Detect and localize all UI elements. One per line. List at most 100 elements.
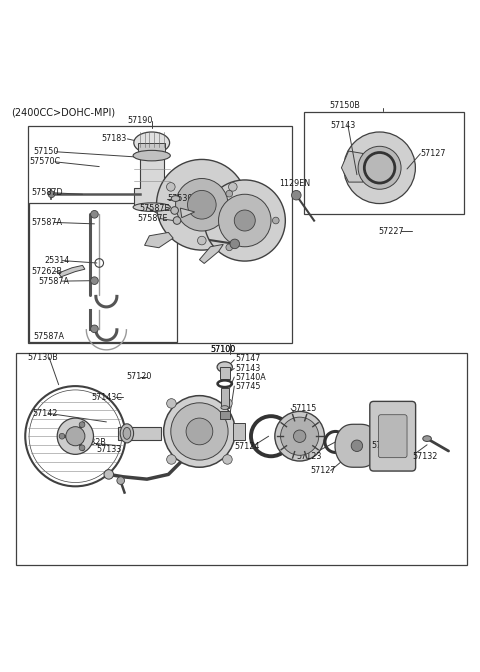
Circle shape — [291, 190, 301, 200]
Circle shape — [387, 445, 398, 456]
Text: 57132B: 57132B — [75, 438, 106, 447]
Bar — [29, 204, 177, 342]
Ellipse shape — [123, 427, 131, 439]
Circle shape — [176, 179, 228, 231]
Circle shape — [230, 239, 240, 249]
Text: 57587E: 57587E — [140, 204, 170, 212]
Circle shape — [273, 217, 279, 224]
Text: 57570C: 57570C — [29, 157, 60, 166]
Text: 57120: 57120 — [126, 372, 152, 381]
Circle shape — [351, 440, 363, 452]
Circle shape — [66, 427, 85, 446]
Bar — [28, 126, 292, 343]
Bar — [220, 411, 229, 419]
Polygon shape — [180, 208, 195, 218]
Text: 57127: 57127 — [311, 466, 336, 475]
Circle shape — [57, 418, 94, 454]
Text: 57190: 57190 — [127, 116, 153, 125]
Circle shape — [293, 430, 306, 442]
Circle shape — [167, 455, 176, 464]
Circle shape — [281, 417, 319, 456]
Ellipse shape — [134, 132, 169, 153]
Circle shape — [164, 396, 235, 467]
Circle shape — [228, 183, 237, 191]
Polygon shape — [59, 265, 85, 277]
Circle shape — [167, 183, 175, 191]
Circle shape — [223, 398, 232, 408]
Text: 57143C: 57143C — [91, 392, 122, 402]
Circle shape — [275, 411, 324, 461]
Text: 57147: 57147 — [235, 354, 261, 364]
Text: 57143: 57143 — [331, 120, 356, 130]
Circle shape — [186, 418, 213, 445]
Text: 57587A: 57587A — [38, 277, 70, 286]
Circle shape — [59, 433, 65, 439]
Text: 57587A: 57587A — [31, 218, 62, 227]
Circle shape — [344, 132, 415, 204]
Text: 57132: 57132 — [413, 452, 438, 461]
Circle shape — [171, 207, 179, 214]
Bar — [233, 423, 245, 440]
Text: 57262B: 57262B — [31, 267, 62, 276]
Text: (2400CC>DOHC-MPI): (2400CC>DOHC-MPI) — [11, 108, 115, 118]
Text: 57130B: 57130B — [28, 353, 59, 362]
Polygon shape — [133, 156, 170, 207]
Polygon shape — [199, 245, 223, 263]
Circle shape — [48, 191, 55, 198]
Circle shape — [358, 146, 401, 190]
Text: 57587E: 57587E — [137, 214, 168, 223]
Text: 57143: 57143 — [235, 364, 261, 373]
Circle shape — [385, 424, 400, 439]
Text: 57133: 57133 — [96, 445, 121, 454]
Circle shape — [79, 422, 85, 427]
Circle shape — [188, 190, 216, 219]
Text: 57140A: 57140A — [235, 372, 266, 382]
Circle shape — [91, 210, 98, 218]
Ellipse shape — [221, 406, 228, 409]
FancyBboxPatch shape — [370, 401, 416, 471]
Circle shape — [167, 398, 176, 408]
Bar — [16, 353, 467, 565]
Text: 57587A: 57587A — [34, 333, 65, 341]
Bar — [138, 142, 165, 155]
Circle shape — [223, 455, 232, 464]
Circle shape — [173, 216, 181, 224]
Circle shape — [171, 403, 228, 460]
Text: 57127: 57127 — [420, 149, 446, 158]
Text: 57124: 57124 — [234, 442, 260, 451]
Text: 25314: 25314 — [44, 256, 70, 265]
Circle shape — [104, 470, 114, 479]
Circle shape — [117, 476, 124, 485]
Circle shape — [91, 325, 98, 333]
Ellipse shape — [120, 424, 133, 443]
Text: 57745: 57745 — [235, 382, 261, 390]
Circle shape — [226, 244, 233, 251]
Text: 57183: 57183 — [102, 134, 127, 143]
Polygon shape — [335, 424, 379, 467]
Ellipse shape — [171, 196, 180, 202]
Text: 57587D: 57587D — [31, 188, 62, 198]
Text: 57530D: 57530D — [168, 194, 199, 203]
Circle shape — [204, 180, 285, 261]
Ellipse shape — [423, 435, 432, 442]
Text: 57100: 57100 — [211, 345, 236, 354]
Text: 57142: 57142 — [33, 409, 58, 418]
Text: 57150B: 57150B — [330, 101, 360, 110]
Text: 1129EN: 1129EN — [279, 179, 310, 187]
Ellipse shape — [133, 203, 170, 212]
Bar — [220, 367, 229, 379]
Circle shape — [79, 445, 85, 451]
Ellipse shape — [217, 362, 232, 372]
Ellipse shape — [133, 151, 170, 161]
Text: 57123: 57123 — [296, 452, 322, 461]
Polygon shape — [144, 233, 173, 248]
Circle shape — [91, 277, 98, 284]
Text: 57227: 57227 — [378, 226, 404, 235]
Text: 57150: 57150 — [34, 147, 59, 157]
Polygon shape — [341, 151, 363, 182]
Bar — [221, 388, 228, 408]
Text: 57100: 57100 — [211, 345, 236, 354]
Circle shape — [234, 210, 255, 231]
Text: 57126A: 57126A — [372, 442, 403, 450]
Bar — [304, 112, 464, 214]
